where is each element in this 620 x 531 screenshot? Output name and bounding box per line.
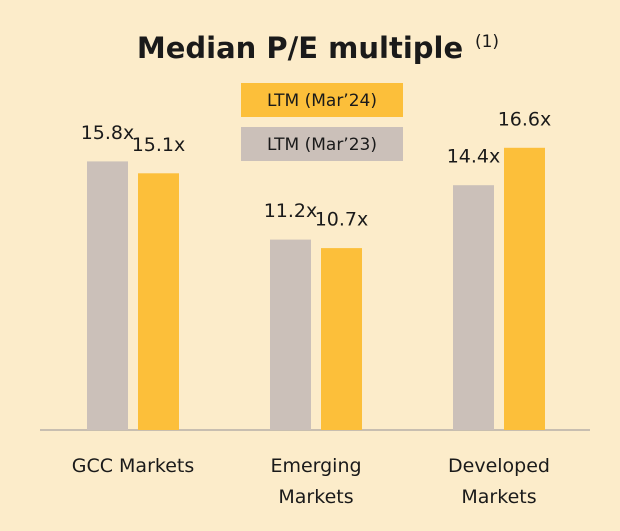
bar bbox=[504, 147, 545, 431]
data-label: 15.8x bbox=[81, 122, 135, 144]
legend-swatch bbox=[241, 83, 403, 117]
x-tick-label: GCC Markets bbox=[71, 455, 195, 477]
data-label: 10.7x bbox=[315, 209, 369, 231]
data-label: 15.1x bbox=[132, 134, 186, 156]
bar bbox=[321, 248, 362, 430]
data-label: 11.2x bbox=[264, 200, 318, 222]
x-tick-label: Developed Markets bbox=[448, 455, 550, 508]
legend-label: LTM (Mar’24) bbox=[267, 91, 377, 111]
title-superscript: (1) bbox=[475, 32, 499, 52]
legend-swatch bbox=[241, 127, 403, 161]
bar bbox=[138, 173, 179, 431]
bar bbox=[453, 185, 494, 430]
data-label: 16.6x bbox=[498, 108, 552, 130]
bar bbox=[270, 239, 311, 430]
data-label: 14.4x bbox=[447, 146, 501, 168]
bar bbox=[87, 161, 128, 430]
legend-label: LTM (Mar’23) bbox=[267, 135, 377, 155]
x-tick-label: Emerging Markets bbox=[270, 455, 362, 508]
chart-title: Median P/E multiple bbox=[137, 31, 463, 65]
